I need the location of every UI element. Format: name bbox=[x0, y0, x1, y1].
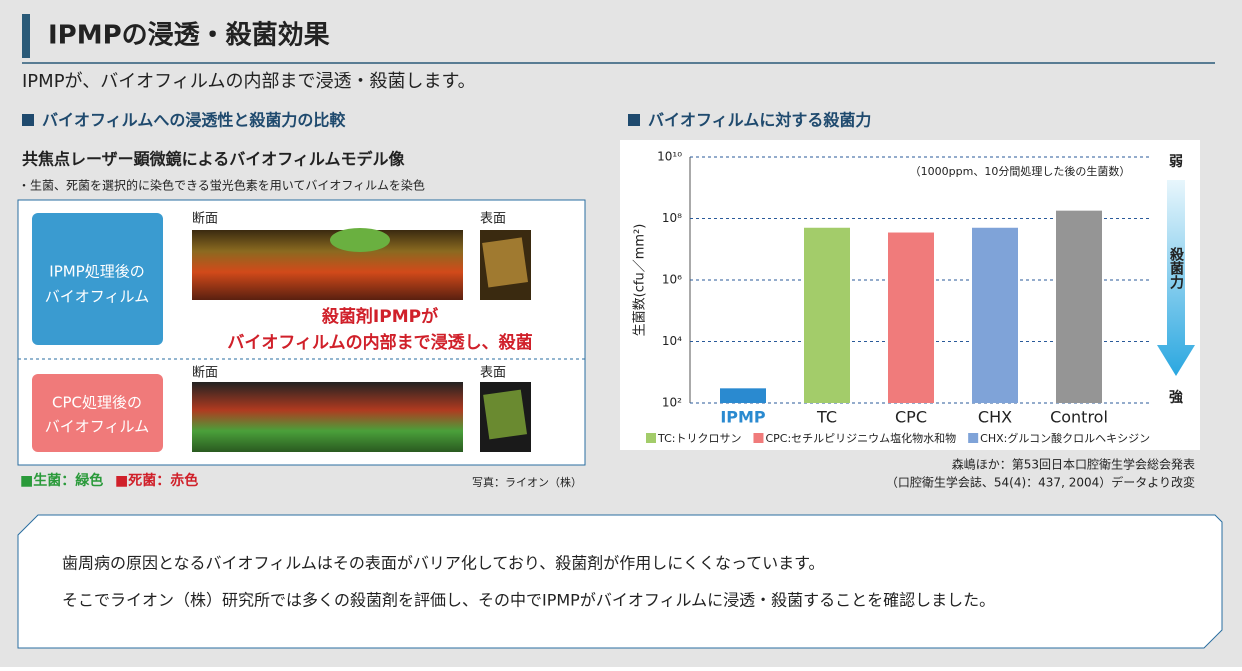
y-tick-label: 10² bbox=[662, 396, 682, 410]
callout: 殺菌剤IPMPが bbox=[321, 306, 438, 327]
cross-image bbox=[192, 230, 463, 300]
legend-swatch bbox=[753, 433, 764, 443]
cpc-label-box bbox=[32, 374, 163, 452]
image-detail bbox=[330, 228, 390, 252]
dead-legend: ■死菌：赤色 bbox=[115, 472, 198, 489]
panel-label: IPMP処理後の bbox=[49, 263, 144, 281]
cross-label: 断面 bbox=[192, 366, 218, 381]
panel-label: バイオフィルム bbox=[45, 418, 149, 436]
footer-line: そこでライオン（株）研究所では多くの殺菌剤を評価し、その中でIPMPがバイオフィ… bbox=[62, 591, 995, 610]
y-axis-label: 生菌数(cfu／mm²) bbox=[633, 224, 648, 337]
chart-note: （1000ppm、10分間処理した後の生菌数） bbox=[910, 164, 1131, 178]
legend-entry: CPC:セチルピリジニウム塩化物水和物 bbox=[765, 431, 956, 445]
scale-arrow bbox=[1157, 180, 1195, 376]
scale-label: 殺菌力 bbox=[1168, 246, 1185, 290]
scale-strong: 強 bbox=[1169, 389, 1183, 406]
section-title: バイオフィルムに対する殺菌力 bbox=[648, 111, 871, 130]
bullet bbox=[628, 114, 640, 126]
note: ・生菌、死菌を選択的に染色できる蛍光色素を用いてバイオフィルムを染色 bbox=[18, 178, 425, 193]
bar bbox=[888, 232, 934, 403]
heading: 共焦点レーザー顕微鏡によるバイオフィルムモデル像 bbox=[22, 150, 406, 169]
footer-line: 歯周病の原因となるバイオフィルムはその表面がバリア化しており、殺菌剤が作用しにく… bbox=[62, 554, 825, 573]
y-tick-label: 10⁸ bbox=[662, 211, 682, 225]
live-legend: ■生菌：緑色 bbox=[20, 472, 103, 489]
panel-label: バイオフィルム bbox=[45, 288, 149, 306]
legend-swatch bbox=[968, 433, 979, 443]
source: （口腔衛生学会誌、54(4)：437, 2004）データより改変 bbox=[886, 475, 1195, 490]
ipmp-label-box bbox=[32, 213, 163, 345]
image-detail bbox=[482, 237, 529, 288]
x-tick-label: Control bbox=[1050, 408, 1108, 427]
credit: 写真：ライオン（株） bbox=[472, 475, 582, 489]
y-tick-label: 10⁴ bbox=[662, 334, 682, 348]
bar bbox=[804, 227, 850, 403]
callout: バイオフィルムの内部まで浸透し、殺菌 bbox=[227, 332, 532, 353]
x-tick-label: CHX bbox=[978, 408, 1012, 427]
surface-label: 表面 bbox=[480, 212, 506, 227]
x-tick-label: TC bbox=[816, 408, 837, 427]
cross-image bbox=[192, 382, 463, 452]
image-detail bbox=[483, 389, 528, 440]
x-tick-label: IPMP bbox=[720, 408, 766, 427]
cross-label: 断面 bbox=[192, 212, 218, 227]
y-tick-label: 10¹⁰ bbox=[657, 150, 682, 164]
legend-entry: CHX:グルコン酸クロルヘキシジン bbox=[980, 431, 1150, 445]
bar bbox=[720, 388, 766, 403]
bullet bbox=[22, 114, 34, 126]
x-tick-label: CPC bbox=[895, 408, 927, 427]
panel-label: CPC処理後の bbox=[52, 394, 142, 412]
footer-box bbox=[17, 514, 1223, 649]
title: IPMPの浸透・殺菌効果 bbox=[48, 20, 330, 51]
title-bar bbox=[22, 14, 30, 58]
legend-entry: TC:トリクロサン bbox=[657, 432, 741, 445]
y-tick-label: 10⁶ bbox=[662, 273, 682, 287]
scale-weak: 弱 bbox=[1169, 154, 1183, 170]
bar bbox=[972, 227, 1018, 403]
bar bbox=[1056, 210, 1102, 403]
section-title: バイオフィルムへの浸透性と殺菌力の比較 bbox=[42, 111, 346, 130]
surface-label: 表面 bbox=[480, 366, 506, 381]
legend-swatch bbox=[646, 433, 656, 443]
source: 森嶋ほか：第53回日本口腔衛生学会総会発表 bbox=[952, 457, 1195, 472]
subtitle: IPMPが、バイオフィルムの内部まで浸透・殺菌します。 bbox=[22, 71, 476, 92]
